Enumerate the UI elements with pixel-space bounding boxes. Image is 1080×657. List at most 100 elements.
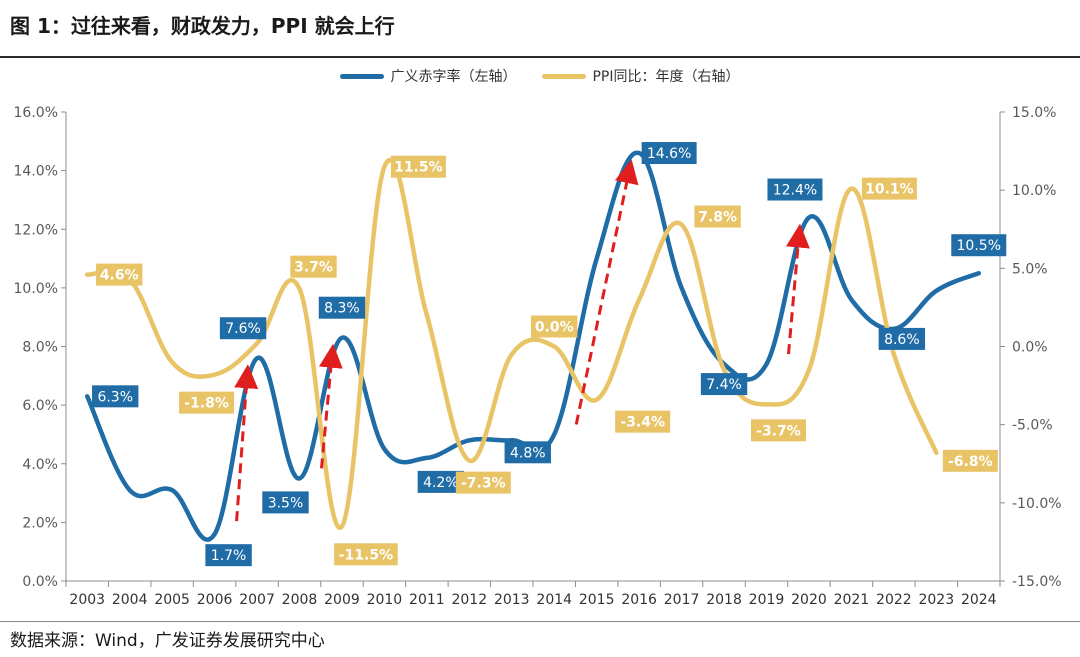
data-label-box: [951, 234, 1007, 257]
left-axis-tick-label: 10.0%: [14, 281, 58, 297]
x-axis-tick-label: 2006: [197, 592, 233, 608]
left-axis-tick-label: 2.0%: [22, 515, 58, 531]
deficit-data-label: 14.6%: [641, 142, 697, 165]
legend-swatch-deficit: [340, 73, 385, 79]
series-group: [84, 150, 982, 542]
label-group: 6.3% 1.7% 7.6% 3.5% 8.3% 4.2% 4.8% 14.6% 7.4% 12.…: [92, 142, 1007, 567]
data-label-text: 7.8%: [698, 210, 737, 226]
x-axis-tick-label: 2008: [282, 592, 318, 608]
x-axis-tick-label: 2021: [834, 592, 870, 608]
data-label-box: [390, 155, 446, 178]
left-axis-tick-label: 14.0%: [14, 164, 58, 180]
x-axis-tick-label: 2020: [791, 592, 827, 608]
data-label-box: [504, 441, 551, 464]
data-label-box: [92, 385, 139, 408]
x-axis-tick-label: 2024: [961, 592, 997, 608]
data-label-text: -3.7%: [756, 423, 801, 439]
data-label-text: 3.7%: [294, 260, 333, 276]
ppi-series-line: [84, 157, 939, 530]
dual-axis-line-chart: 0.0% 2.0% 4.0% 6.0% 8.0% 10.0% 12.0% 14.0% 16.0%…: [14, 105, 1062, 608]
x-axis-tick-label: 2010: [367, 592, 403, 608]
legend-label-deficit: 广义赤字率（左轴）: [390, 69, 517, 85]
chart-legend: 广义赤字率（左轴） PPI同比：年度（右轴）: [0, 66, 1080, 86]
data-label-text: 3.5%: [268, 495, 304, 511]
title-divider: [0, 56, 1080, 58]
data-label-box: [694, 205, 741, 228]
ppi-data-label: -7.3%: [455, 471, 511, 494]
x-axis-tick-label: 2022: [876, 592, 912, 608]
data-label-box: [96, 263, 143, 286]
deficit-data-label: 8.3%: [318, 296, 366, 319]
data-label-text: -1.8%: [184, 396, 229, 412]
deficit-data-label: 4.8%: [504, 441, 551, 464]
data-label-text: 1.7%: [211, 548, 247, 564]
x-axis-tick-label: 2009: [324, 592, 360, 608]
right-axis-tick-label: -10.0%: [1012, 496, 1062, 512]
legend-label-ppi: PPI同比：年度（右轴）: [592, 69, 740, 85]
deficit-data-label: 4.2%: [417, 470, 465, 493]
left-axis-tick-label: 8.0%: [22, 340, 58, 356]
right-axis-tick-label: 5.0%: [1012, 261, 1048, 277]
left-axis-tick-label: 6.0%: [22, 398, 58, 414]
deficit-data-label: 8.6%: [878, 327, 926, 350]
ppi-data-label: -3.7%: [751, 419, 806, 442]
x-axis-tick-label: 2011: [409, 592, 445, 608]
trend-arrow: [785, 223, 810, 355]
data-label-text: 4.6%: [100, 268, 139, 284]
chart-title: 图 1：过往来看，财政发力，PPI 就会上行: [10, 14, 395, 38]
data-label-box: [262, 491, 309, 514]
data-label-text: 10.1%: [865, 182, 914, 198]
x-axis-tick-label: 2023: [918, 592, 954, 608]
data-source-note: 数据来源：Wind，广发证券发展研究中心: [10, 631, 325, 651]
data-label-text: 8.6%: [884, 332, 920, 348]
data-label-box: [641, 142, 697, 165]
deficit-series-line: [84, 150, 982, 542]
data-label-box: [455, 471, 511, 494]
data-label-box: [334, 543, 398, 566]
data-label-box: [219, 317, 267, 340]
deficit-data-label: 1.7%: [205, 544, 252, 567]
legend-item-ppi: PPI同比：年度（右轴）: [542, 66, 740, 86]
data-label-box: [205, 544, 252, 567]
ppi-data-label: 3.7%: [290, 255, 337, 278]
ppi-data-label: 10.1%: [861, 177, 917, 200]
x-axis-tick-label: 2004: [112, 592, 148, 608]
x-axis-tick-label: 2014: [536, 592, 572, 608]
deficit-data-label: 6.3%: [92, 385, 139, 408]
x-axis-tick-label: 2018: [706, 592, 742, 608]
data-label-text: -7.3%: [461, 476, 506, 492]
data-label-text: -11.5%: [339, 547, 393, 563]
data-label-text: 7.6%: [225, 321, 261, 337]
x-axis-tick-label: 2007: [239, 592, 275, 608]
right-axis-tick-label: -5.0%: [1012, 418, 1053, 434]
trend-arrow: [234, 364, 259, 522]
left-axis-tick-label: 0.0%: [22, 574, 58, 590]
x-axis-tick-label: 2012: [451, 592, 487, 608]
deficit-data-label: 12.4%: [767, 178, 823, 201]
deficit-data-label: 7.6%: [219, 317, 267, 340]
data-label-text: -3.4%: [620, 415, 665, 431]
data-label-text: 7.4%: [706, 377, 742, 393]
data-label-text: -6.8%: [948, 454, 993, 470]
data-label-box: [318, 296, 366, 319]
data-label-box: [751, 419, 806, 442]
ppi-data-label: -3.4%: [615, 410, 671, 433]
data-label-text: 6.3%: [97, 389, 133, 405]
ppi-data-label: 11.5%: [390, 155, 446, 178]
data-label-box: [942, 449, 998, 472]
x-axis-tick-label: 2015: [579, 592, 615, 608]
x-axis-tick-label: 2016: [621, 592, 657, 608]
deficit-data-label: 3.5%: [262, 491, 309, 514]
data-label-box: [767, 178, 823, 201]
legend-item-deficit: 广义赤字率（左轴）: [340, 66, 516, 86]
data-label-box: [417, 470, 465, 493]
x-axis-tick-label: 2013: [494, 592, 530, 608]
deficit-data-label: 10.5%: [951, 234, 1007, 257]
right-axis-tick-label: -15.0%: [1012, 574, 1062, 590]
footer-divider: [0, 621, 1080, 622]
x-axis-tick-label: 2019: [749, 592, 785, 608]
data-label-box: [179, 391, 235, 414]
x-axis-tick-label: 2003: [69, 592, 105, 608]
ppi-data-label: -6.8%: [942, 449, 998, 472]
data-label-text: 0.0%: [535, 320, 574, 336]
